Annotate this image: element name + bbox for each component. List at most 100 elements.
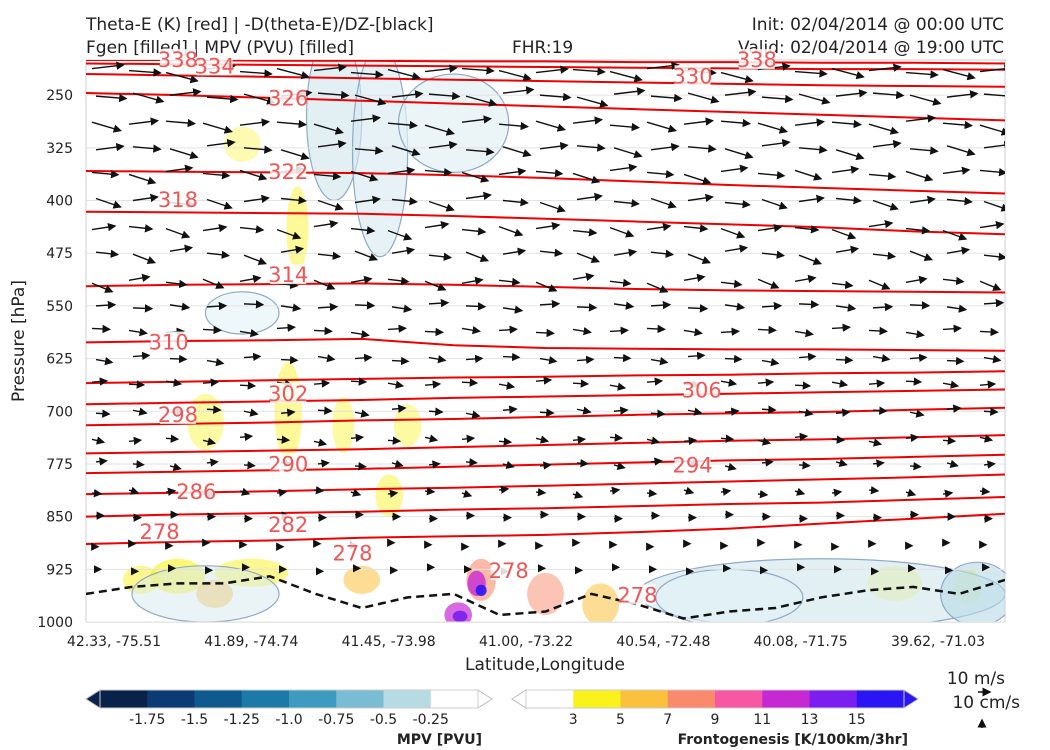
- wind-vector: [905, 114, 937, 123]
- theta-e-contours: [86, 60, 1005, 545]
- wind-vector: [868, 279, 891, 290]
- wind-vector: [317, 354, 336, 363]
- contour-label: 338: [737, 48, 777, 72]
- contour-label: 302: [268, 382, 308, 406]
- colorbar-extend-max: [903, 689, 919, 709]
- wind-vector: [761, 358, 780, 367]
- wind-vector: [942, 489, 954, 498]
- contour-label-bg: [141, 521, 178, 542]
- wind-vector: [613, 248, 638, 257]
- y-tick-label: 325: [46, 141, 73, 157]
- fgen-blob: [343, 565, 381, 594]
- wind-vector: [983, 298, 1005, 308]
- colorbar-tick-label: -1.0: [275, 712, 302, 728]
- wind-vector: [539, 356, 558, 365]
- wind-vector: [465, 191, 492, 201]
- contour-label-bg: [196, 55, 233, 76]
- wind-vector: [535, 281, 558, 292]
- wind-vector: [350, 170, 379, 182]
- wind-vector: [794, 487, 806, 496]
- wind-vector: [720, 279, 743, 289]
- dtheta-dz-contour: [86, 575, 1005, 620]
- wind-vector: [609, 326, 629, 335]
- wind-vector: [794, 169, 823, 181]
- wind-vector: [757, 437, 772, 446]
- wind-vector: [95, 249, 120, 258]
- wind-vector: [831, 435, 846, 444]
- wind-vector: [798, 145, 828, 154]
- wind-vector: [609, 433, 624, 442]
- wind-vector: [646, 282, 669, 293]
- wind-vector: [317, 302, 339, 312]
- wind-vector: [576, 355, 595, 365]
- wind-vector: [979, 64, 1005, 73]
- wind-vector: [909, 195, 936, 205]
- contour-label: 314: [268, 263, 308, 287]
- wind-vector: [720, 118, 752, 128]
- wind-vector: [539, 299, 561, 309]
- colorbar-segment: [430, 690, 479, 708]
- wind-vector: [502, 460, 515, 469]
- contour-label-bg: [178, 481, 215, 502]
- wind-vector: [95, 457, 108, 466]
- wind-vector: [909, 353, 928, 363]
- wind-vector: [165, 487, 177, 496]
- wind-vector: [831, 67, 865, 80]
- wind-vector: [239, 432, 254, 442]
- wind-vector: [983, 355, 1002, 364]
- wind-vector: [202, 437, 217, 446]
- wind-vector: [646, 121, 677, 133]
- wind-vector: [391, 459, 404, 468]
- theta-e-contour-286: [86, 473, 1005, 496]
- wind-vector: [132, 193, 159, 203]
- wind-vector: [609, 382, 627, 391]
- theta-e-contour-322: [86, 170, 1005, 195]
- wind-vector: [650, 357, 669, 366]
- wind-vector: [794, 381, 812, 390]
- wind-vector: [983, 200, 1005, 212]
- wind-vector: [535, 328, 555, 338]
- wind-vector: [687, 253, 711, 264]
- wind-vector: [609, 163, 638, 172]
- wind-vector: [354, 94, 387, 106]
- wind-vector: [132, 351, 151, 361]
- wind-vector: [461, 171, 490, 183]
- wind-vector: [128, 68, 162, 77]
- wind-vector: [572, 228, 598, 237]
- theta-e-contour-334: [86, 62, 1005, 71]
- wind-vector: [868, 486, 880, 495]
- wind-vector: [905, 330, 925, 339]
- contour-label-bg: [683, 379, 720, 400]
- wind-vector: [202, 122, 233, 134]
- wind-vector: [239, 381, 257, 390]
- colorbar-segment: [289, 690, 337, 708]
- wind-vector: [239, 329, 259, 338]
- wind-vector: [428, 355, 447, 364]
- x-tick-label: 40.08, -71.75: [754, 634, 848, 650]
- dtheta-dz-dashed-contour: [86, 575, 1005, 620]
- wind-vector: [761, 198, 788, 210]
- wind-vector: [983, 93, 1005, 97]
- wind-vector: [461, 115, 493, 124]
- contour-label-bg: [270, 87, 307, 108]
- y-tick-label: 700: [46, 404, 73, 420]
- wind-vector: [317, 251, 342, 260]
- mpv-region: [655, 568, 804, 622]
- y-tick-label: 1000: [37, 615, 73, 631]
- wind-vector: [868, 379, 886, 388]
- wind-vector: [942, 324, 962, 333]
- wind-vector: [498, 121, 530, 131]
- wind-vector: [132, 92, 165, 104]
- wind-vector: [942, 120, 974, 130]
- wind-vector: [761, 138, 791, 148]
- wind-vector: [498, 325, 518, 334]
- wind-vector: [243, 300, 265, 309]
- wind-vector: [535, 168, 564, 178]
- contour-label-bg: [270, 453, 307, 474]
- contour-label: 278: [139, 520, 179, 544]
- colorbar-tick-label: -0.75: [318, 712, 354, 728]
- wind-vector: [465, 302, 487, 311]
- wind-vector: [983, 407, 999, 416]
- wind-vector: [946, 197, 973, 206]
- wind-vector: [942, 276, 965, 286]
